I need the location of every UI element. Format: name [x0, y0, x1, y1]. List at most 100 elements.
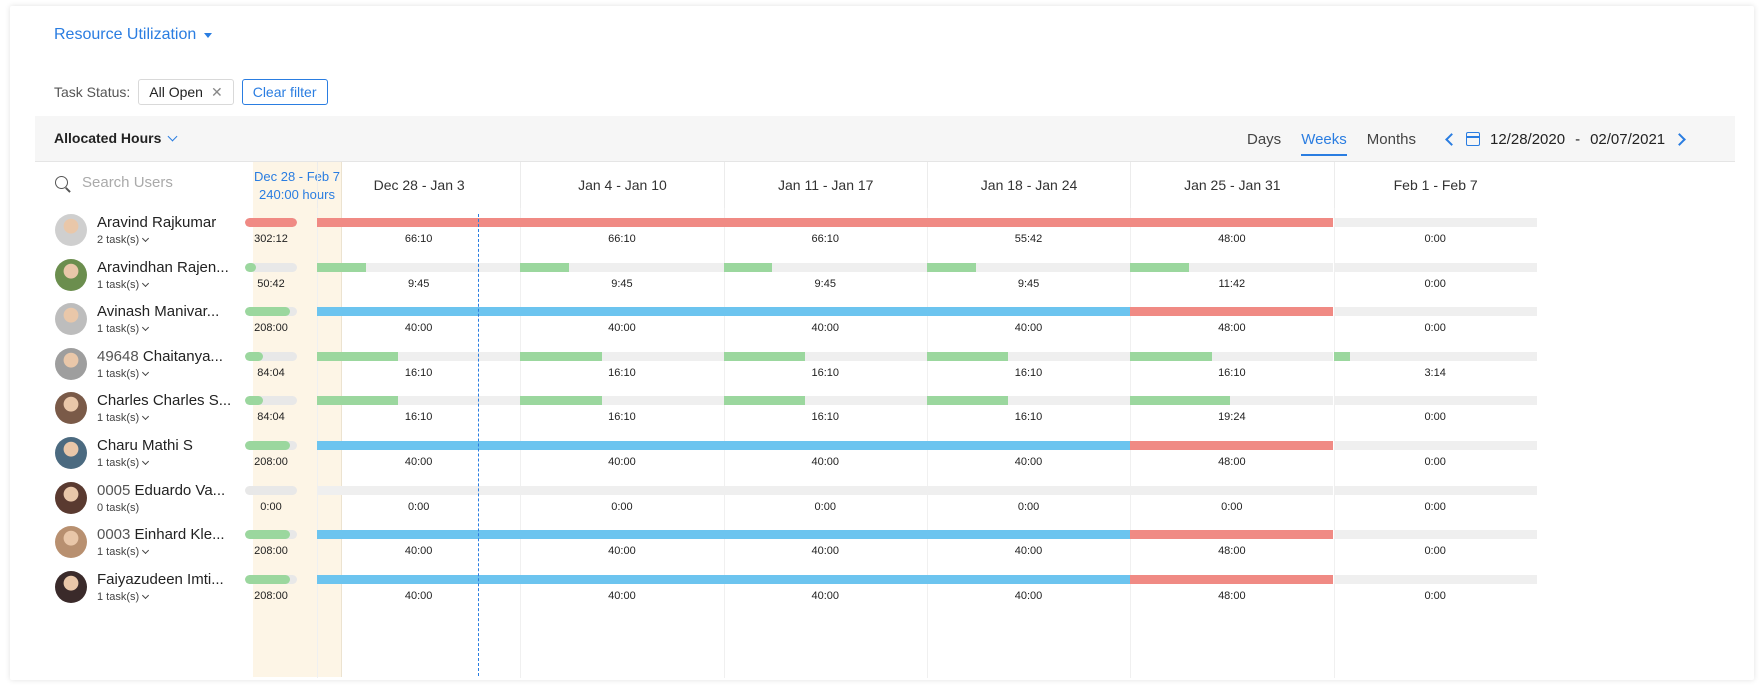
- user-row[interactable]: 49648 Chaitanya... 1 task(s): [55, 339, 223, 389]
- week-bar[interactable]: [926, 574, 1131, 584]
- user-row[interactable]: Charles Charles S... 1 task(s): [55, 383, 231, 433]
- task-count[interactable]: 1 task(s): [97, 546, 225, 558]
- week-bar[interactable]: [520, 441, 724, 450]
- week-bar[interactable]: [1130, 441, 1334, 450]
- week-bar[interactable]: [1333, 307, 1537, 317]
- range-start[interactable]: 12/28/2020: [1490, 130, 1566, 148]
- week-bar[interactable]: [723, 574, 927, 584]
- user-name[interactable]: Charu Mathi S: [97, 437, 193, 454]
- week-bar[interactable]: [520, 307, 724, 317]
- tab-days[interactable]: Days: [1247, 130, 1282, 148]
- week-bar[interactable]: [520, 530, 724, 540]
- user-name[interactable]: Faiyazudeen Imti...: [97, 571, 224, 588]
- week-bar[interactable]: [723, 396, 927, 406]
- week-bar[interactable]: [1333, 441, 1537, 450]
- week-bar[interactable]: [1333, 485, 1537, 495]
- week-bar[interactable]: [317, 441, 521, 450]
- user-name[interactable]: Avinash Manivar...: [97, 303, 219, 320]
- user-name[interactable]: Aravindhan Rajen...: [97, 259, 229, 276]
- allocated-hours-dropdown[interactable]: Allocated Hours: [54, 130, 178, 146]
- range-end[interactable]: 02/07/2021: [1590, 130, 1666, 148]
- week-bar[interactable]: [723, 351, 927, 361]
- week-bar[interactable]: [317, 574, 521, 584]
- task-count[interactable]: 1 task(s): [97, 323, 219, 335]
- week-bar[interactable]: [317, 262, 521, 272]
- week-bar[interactable]: [317, 307, 521, 317]
- user-row[interactable]: Aravind Rajkumar 2 task(s): [55, 205, 216, 255]
- week-bar[interactable]: [1333, 351, 1537, 361]
- calendar-icon[interactable]: [1466, 132, 1480, 146]
- search-users[interactable]: Search Users: [55, 174, 173, 191]
- week-bar[interactable]: [520, 485, 724, 495]
- user-name[interactable]: 0005 Eduardo Va...: [97, 482, 225, 499]
- task-count[interactable]: 0 task(s): [97, 502, 225, 514]
- week-bar[interactable]: [723, 441, 927, 450]
- week-bar[interactable]: [926, 218, 1131, 227]
- week-bar[interactable]: [926, 530, 1131, 540]
- tab-months[interactable]: Months: [1366, 130, 1416, 148]
- task-count[interactable]: 1 task(s): [97, 368, 223, 380]
- week-bar[interactable]: [723, 262, 927, 272]
- week-bar[interactable]: [317, 218, 521, 227]
- tab-weeks[interactable]: Weeks: [1301, 116, 1347, 162]
- week-bar[interactable]: [926, 485, 1131, 495]
- search-input[interactable]: Search Users: [82, 174, 173, 191]
- user-row[interactable]: Avinash Manivar... 1 task(s): [55, 294, 219, 344]
- chevron-left-icon[interactable]: [1445, 132, 1458, 146]
- user-row[interactable]: Charu Mathi S 1 task(s): [55, 428, 193, 478]
- task-count[interactable]: 2 task(s): [97, 234, 216, 246]
- task-count[interactable]: 1 task(s): [97, 457, 193, 469]
- task-count[interactable]: 1 task(s): [97, 279, 229, 291]
- week-bar[interactable]: [723, 218, 927, 227]
- user-row[interactable]: 0005 Eduardo Va... 0 task(s): [55, 473, 225, 523]
- close-icon[interactable]: ✕: [210, 83, 223, 100]
- week-bar[interactable]: [1333, 218, 1537, 227]
- week-bar[interactable]: [1130, 530, 1334, 540]
- week-bar[interactable]: [1130, 307, 1334, 317]
- avatar: [55, 258, 87, 291]
- week-bar[interactable]: [1333, 262, 1537, 272]
- user-row[interactable]: 0003 Einhard Kle... 1 task(s): [55, 517, 225, 567]
- week-bar[interactable]: [317, 530, 521, 540]
- week-bar[interactable]: [1333, 396, 1537, 406]
- user-row[interactable]: Faiyazudeen Imti... 1 task(s): [55, 562, 224, 612]
- week-bar[interactable]: [926, 307, 1131, 317]
- week-value: 40:00: [1014, 322, 1043, 335]
- week-bar[interactable]: [1130, 396, 1334, 406]
- week-bar[interactable]: [1130, 262, 1334, 272]
- user-name[interactable]: Aravind Rajkumar: [97, 214, 216, 231]
- week-bar[interactable]: [520, 218, 724, 227]
- week-bar[interactable]: [317, 396, 521, 406]
- week-bar[interactable]: [1333, 574, 1537, 584]
- week-bar[interactable]: [1130, 574, 1334, 584]
- status-filter-chip[interactable]: All Open ✕: [138, 79, 234, 105]
- user-name[interactable]: 49648 Chaitanya...: [97, 348, 223, 365]
- task-count[interactable]: 1 task(s): [97, 591, 224, 603]
- week-bar[interactable]: [1333, 530, 1537, 540]
- week-bar[interactable]: [520, 574, 724, 584]
- clear-filter-button[interactable]: Clear filter: [241, 79, 328, 105]
- week-bar[interactable]: [520, 262, 724, 272]
- week-bar[interactable]: [520, 396, 724, 406]
- week-bar[interactable]: [317, 351, 521, 361]
- user-row[interactable]: Aravindhan Rajen... 1 task(s): [55, 250, 229, 300]
- week-bar[interactable]: [723, 530, 927, 540]
- week-bar[interactable]: [317, 485, 521, 495]
- user-name[interactable]: 0003 Einhard Kle...: [97, 526, 225, 543]
- week-value: 16:10: [1218, 366, 1246, 379]
- user-name[interactable]: Charles Charles S...: [97, 392, 231, 409]
- week-bar[interactable]: [723, 485, 927, 495]
- week-bar[interactable]: [1130, 351, 1334, 361]
- week-bar[interactable]: [926, 351, 1131, 361]
- task-count-label: 1 task(s): [97, 278, 140, 291]
- week-bar[interactable]: [926, 441, 1131, 450]
- chevron-right-icon[interactable]: [1673, 132, 1687, 146]
- week-bar[interactable]: [520, 351, 724, 361]
- week-bar[interactable]: [723, 307, 927, 317]
- week-bar[interactable]: [926, 262, 1131, 272]
- week-bar[interactable]: [926, 396, 1131, 406]
- week-bar[interactable]: [1130, 485, 1334, 495]
- week-bar[interactable]: [1130, 218, 1334, 227]
- report-selector[interactable]: Resource Utilization: [54, 26, 213, 44]
- task-count[interactable]: 1 task(s): [97, 412, 231, 424]
